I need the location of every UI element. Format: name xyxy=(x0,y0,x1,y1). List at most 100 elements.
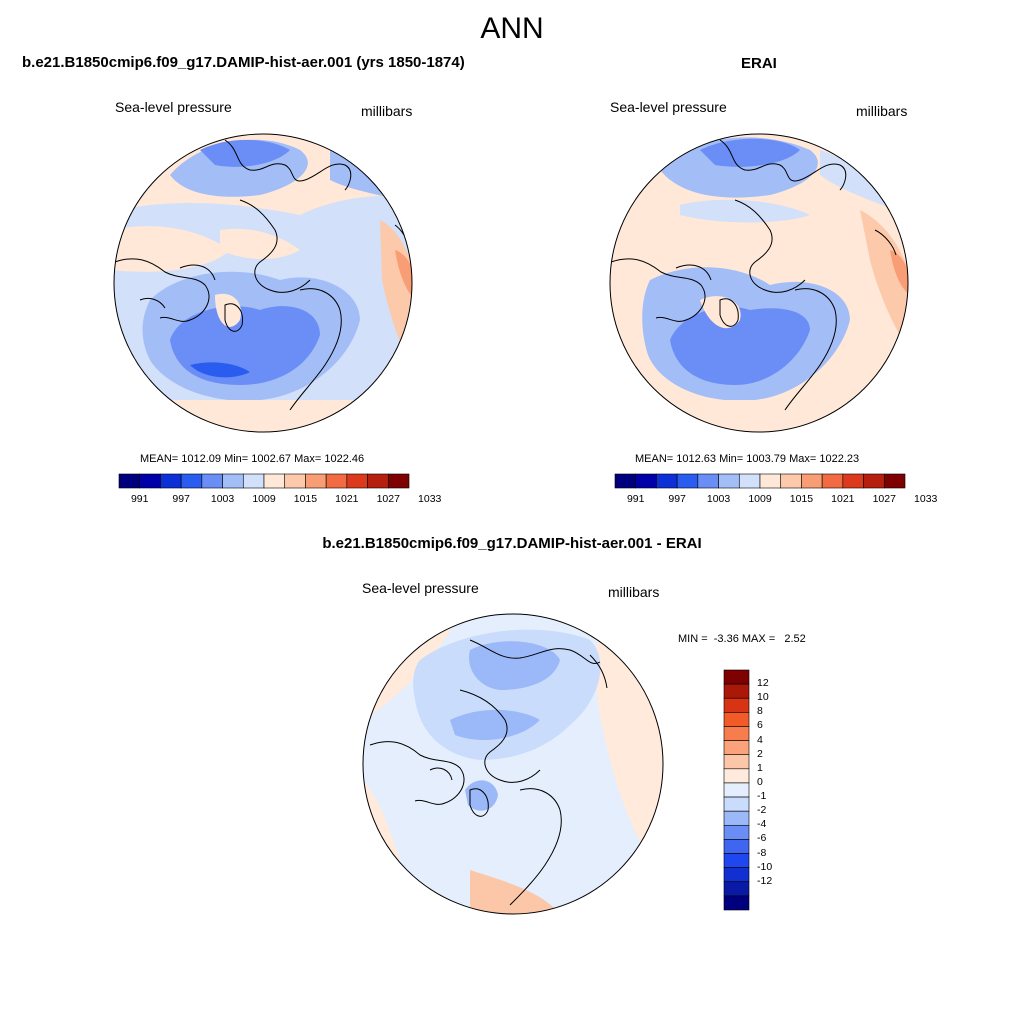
panel-2-colorbar-tick-label: 1015 xyxy=(789,493,814,505)
map-3 xyxy=(362,613,664,915)
panel-3-colorbar-box xyxy=(723,782,750,798)
panel-3-colorbar-box xyxy=(723,754,750,770)
panel-2-colorbar-tick-label: 1027 xyxy=(872,493,896,505)
panel-3-colorbar-tick-label: -8 xyxy=(757,846,767,859)
panel-3-colorbar-tick-label: 10 xyxy=(757,691,769,704)
panel-3-colorbar-tick-label: -2 xyxy=(757,804,767,817)
map-3-contour xyxy=(465,780,498,811)
map-2-boundary xyxy=(609,133,909,433)
panel-3-colorbar-box xyxy=(723,740,750,756)
panel-3-colorbar-box xyxy=(723,726,750,741)
panel-1-colorbar-box xyxy=(325,473,348,489)
panel-3-colorbar-box xyxy=(723,796,750,812)
map-2-contour xyxy=(700,138,800,167)
panel-1-colorbar-box xyxy=(139,473,161,489)
panel-2-colorbar-box xyxy=(614,473,637,489)
panel-2-colorbar-box xyxy=(738,473,761,489)
panel-1-colorbar-box xyxy=(242,473,265,489)
panel-3-colorbar-tick-label: -12 xyxy=(757,874,773,887)
figure-title: ANN xyxy=(480,12,544,45)
panel-1-colorbar-box xyxy=(222,473,244,489)
panel-2-units-label: millibars xyxy=(856,103,908,119)
panel-1-colorbar-tick-label: 1009 xyxy=(252,493,276,505)
panel-2-colorbar-box xyxy=(635,473,657,489)
map-2-contour xyxy=(890,250,908,295)
panel-2-stats: MEAN= 1012.63 Min= 1003.79 Max= 1022.23 xyxy=(635,453,860,465)
panel-3-colorbar-box xyxy=(723,853,750,868)
panel-3-variable-label: Sea-level pressure xyxy=(362,580,479,596)
map-1-coastlines xyxy=(114,139,411,411)
panel-2-colorbar-box xyxy=(863,473,885,489)
panel-1-title: b.e21.B1850cmip6.f09_g17.DAMIP-hist-aer.… xyxy=(22,54,465,71)
panel-2-colorbar-tick-label: 1021 xyxy=(831,493,855,505)
map-1-contour xyxy=(114,400,412,432)
map-1 xyxy=(113,133,413,433)
panel-3-colorbar-box xyxy=(723,669,750,685)
panel-3-colorbar-tick-label: 1 xyxy=(757,761,763,774)
panel-3-colorbar-box xyxy=(723,881,750,897)
panel-1-colorbar-box xyxy=(263,473,286,489)
panel-3-colorbar-tick-label: -4 xyxy=(757,818,767,831)
panel-2-colorbar-box xyxy=(780,473,802,489)
panel-3-colorbar-tick-label: -1 xyxy=(757,790,767,803)
map-3-contour xyxy=(450,709,540,740)
panel-2-colorbar-tick-label: 1033 xyxy=(914,493,938,505)
panel-2-colorbar-box xyxy=(676,473,699,489)
map-2 xyxy=(609,133,909,433)
map-2-coastlines xyxy=(610,139,897,411)
panel-1-colorbar-box xyxy=(367,473,389,489)
panel-3-colorbar-tick-label: 6 xyxy=(757,719,763,732)
panel-2-title: ERAI xyxy=(741,55,777,72)
panel-3-colorbar-tick-label: -10 xyxy=(757,860,773,873)
panel-1-colorbar xyxy=(118,473,410,489)
panel-1-variable-label: Sea-level pressure xyxy=(115,99,232,115)
panel-1-colorbar-tick-label: 1003 xyxy=(210,493,235,505)
panel-1-units-label: millibars xyxy=(361,103,413,119)
panel-2-colorbar-box xyxy=(697,473,719,489)
map-2-contour xyxy=(680,199,810,223)
map-3-contour xyxy=(470,870,560,914)
panel-3-colorbar-box xyxy=(723,683,750,699)
panel-2-colorbar-tick-label: 1009 xyxy=(748,493,772,505)
panel-3-units-label: millibars xyxy=(608,584,660,600)
panel-1-colorbar-box xyxy=(160,473,182,489)
panel-3-colorbar-box xyxy=(723,697,750,713)
panel-3-colorbar-tick-label: 12 xyxy=(757,677,769,690)
panel-3-colorbar-box xyxy=(723,867,750,883)
panel-2-colorbar-tick-label: 1003 xyxy=(706,493,731,505)
panel-3-stats: MIN = -3.36 MAX = 2.52 xyxy=(678,633,806,645)
panel-3-colorbar-tick-label: 0 xyxy=(757,775,763,788)
map-1-contour xyxy=(114,226,230,272)
map-3-contour xyxy=(363,780,400,860)
map-1-contour xyxy=(395,250,412,300)
panel-1-colorbar-box xyxy=(305,473,327,489)
panel-1-colorbar-box xyxy=(118,473,141,489)
panel-2-colorbar-box xyxy=(821,473,844,489)
panel-2-colorbar-box xyxy=(759,473,782,489)
panel-2-colorbar-box xyxy=(883,473,906,489)
panel-3-colorbar-box xyxy=(723,810,750,826)
panel-2-colorbar xyxy=(614,473,906,489)
panel-1-colorbar-tick-label: 1027 xyxy=(376,493,400,505)
panel-3-colorbar-box xyxy=(723,895,750,911)
panel-3-colorbar-box xyxy=(723,768,750,784)
panel-3-colorbar-tick-label: 2 xyxy=(757,747,763,760)
map-2-contour xyxy=(670,306,810,385)
panel-3-title: b.e21.B1850cmip6.f09_g17.DAMIP-hist-aer.… xyxy=(322,535,702,552)
panel-2-colorbar-box xyxy=(801,473,823,489)
panel-2-colorbar-tick-label: 991 xyxy=(626,493,645,505)
panel-1-colorbar-box xyxy=(180,473,203,489)
panel-1-colorbar-tick-label: 1033 xyxy=(418,493,442,505)
panel-2-variable-label: Sea-level pressure xyxy=(610,99,727,115)
panel-3-colorbar-box xyxy=(723,712,750,727)
map-1-contour xyxy=(200,139,290,167)
map-3-boundary xyxy=(362,613,664,915)
panel-2-colorbar-tick-label: 997 xyxy=(668,493,686,505)
panel-1-colorbar-box xyxy=(387,473,410,489)
map-2-contour xyxy=(610,400,908,432)
map-1-contour xyxy=(220,228,300,259)
panel-2-colorbar-box xyxy=(718,473,740,489)
panel-3-colorbar-tick-label: 8 xyxy=(757,705,763,718)
panel-1-colorbar-box xyxy=(284,473,306,489)
